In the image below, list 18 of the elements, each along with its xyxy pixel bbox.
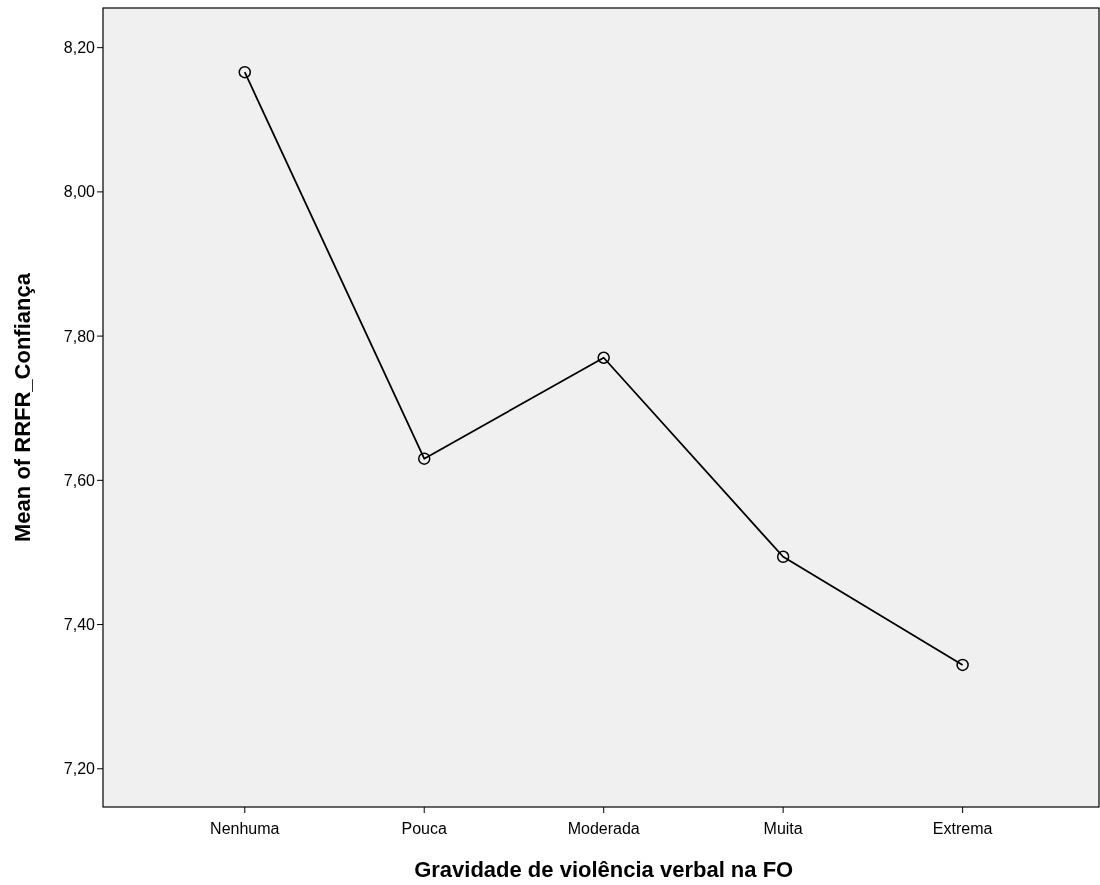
y-axis-title: Mean of RRFR_Confiança <box>10 272 35 542</box>
x-tick-label: Muita <box>763 820 803 837</box>
x-tick-label: Extrema <box>932 820 993 837</box>
x-tick-label: Nenhuma <box>210 820 280 837</box>
y-tick-label: 7,40 <box>63 616 96 634</box>
point <box>597 351 610 364</box>
point <box>417 452 431 465</box>
y-tick-label: 8,20 <box>63 39 96 57</box>
y-tick-label: 7,80 <box>63 327 96 345</box>
y-tick-label: 7,20 <box>63 760 96 778</box>
point <box>776 550 790 564</box>
y-tick-label: 7,60 <box>63 471 96 489</box>
point <box>956 658 969 672</box>
y-tick-label: 8,00 <box>63 183 96 201</box>
x-tick-label: Pouca <box>401 820 448 837</box>
x-tick-label: Moderada <box>567 820 640 837</box>
point <box>238 65 252 79</box>
x-axis-title: Gravidade de violência verbal na FO <box>414 857 794 882</box>
